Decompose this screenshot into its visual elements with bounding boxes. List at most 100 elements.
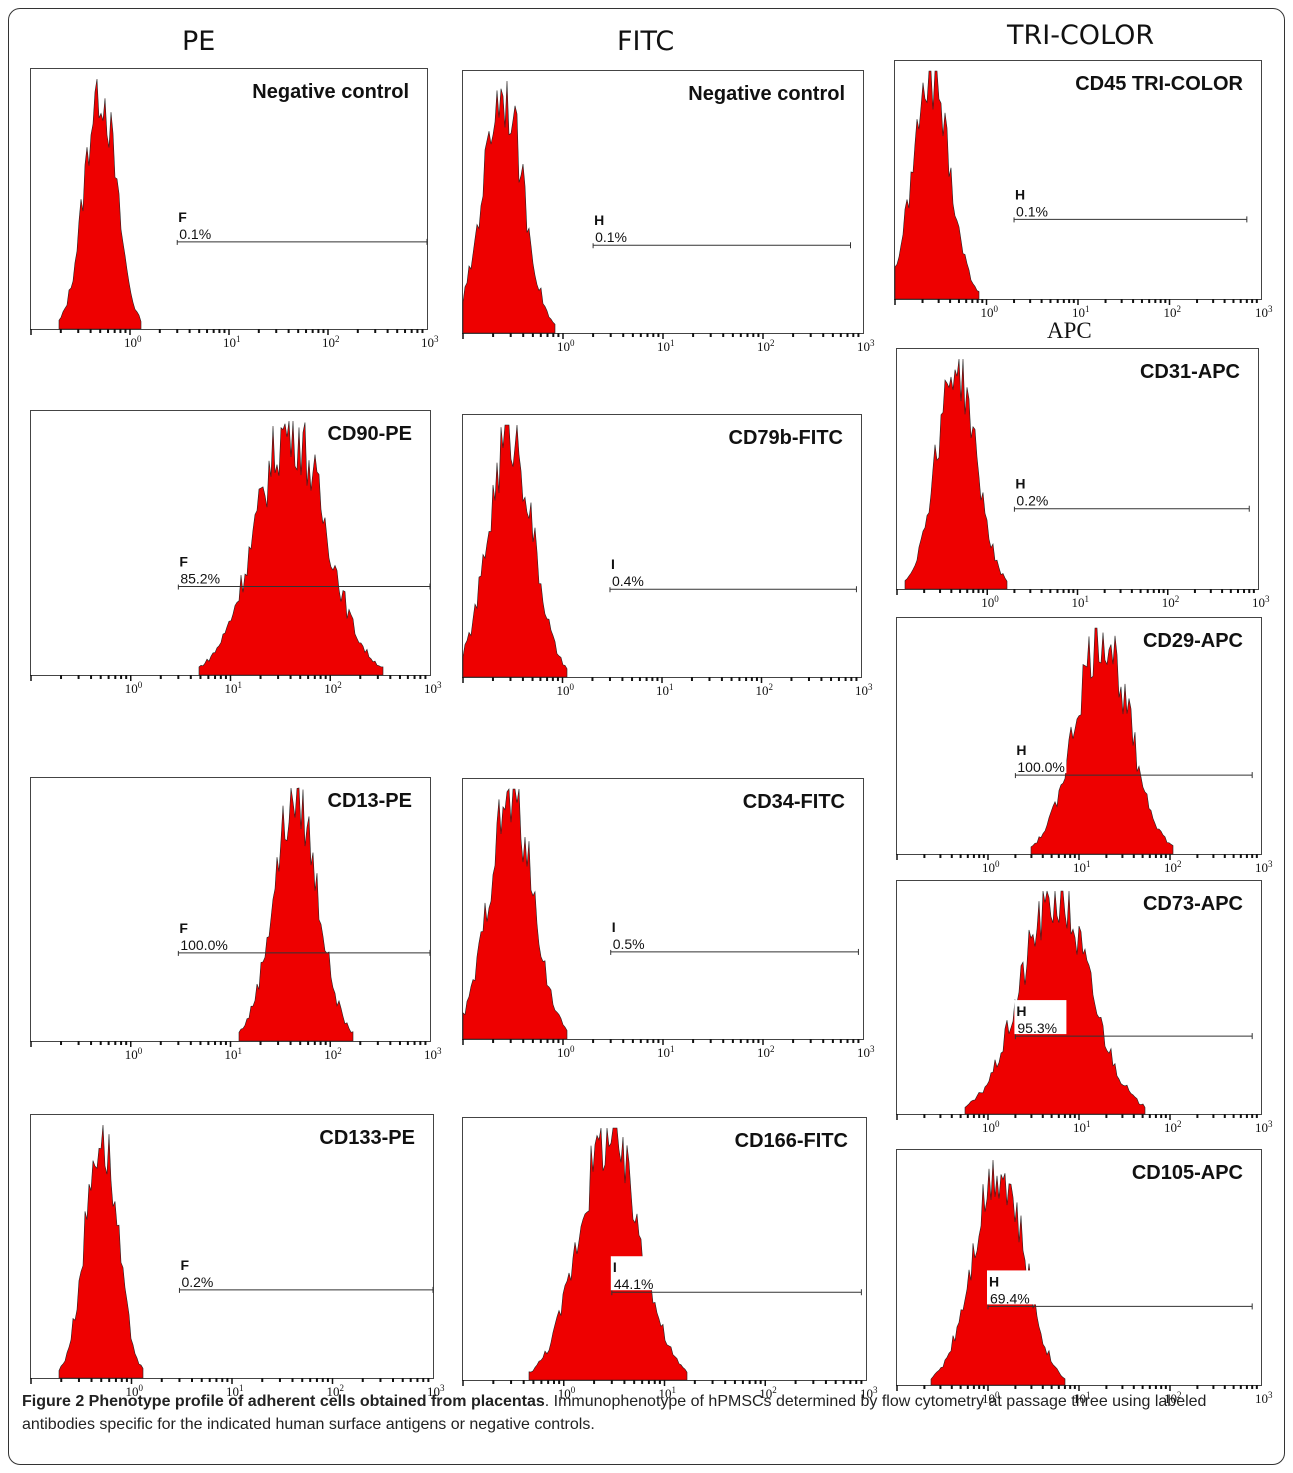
gate-percent: 44.1%: [614, 1276, 654, 1292]
histogram-area: [904, 358, 1008, 590]
panel-title: CD79b-FITC: [728, 427, 843, 449]
panel-title: CD90-PE: [327, 423, 412, 445]
panel-title: CD29-APC: [1142, 630, 1243, 652]
tick-label: 101: [1073, 1119, 1091, 1135]
panel-title: CD73-APC: [1142, 893, 1243, 915]
gate-label-bg: [1014, 739, 1067, 774]
histogram-area: [462, 424, 568, 678]
gate-percent: 69.4%: [990, 1290, 1030, 1306]
gate-label-bg: [1013, 472, 1066, 507]
histogram-panel: CD79b-FITC 100 101 102 103 I 0.4%: [462, 414, 873, 698]
panel-title: CD34-FITC: [742, 791, 845, 813]
tick-label: 101: [657, 338, 675, 354]
tick-label: 100: [557, 682, 575, 698]
panel-title: CD166-FITC: [734, 1130, 848, 1152]
tick-label: 102: [1164, 1119, 1182, 1135]
gate-label-bg: [609, 915, 662, 950]
tick-label: 102: [324, 1046, 342, 1062]
histogram-area: [1030, 627, 1174, 855]
gate-percent: 0.1%: [179, 226, 211, 242]
caption-text: . Immunophenotype of hPMSCs determined b…: [22, 1393, 1207, 1433]
gate-letter: F: [178, 209, 187, 225]
tick-label: 102: [1162, 594, 1180, 610]
gate-letter: I: [613, 1259, 617, 1275]
gate-letter: F: [180, 1257, 189, 1273]
histogram-area: [528, 1127, 688, 1381]
histogram-panel: CD13-PE 100 101 102 103 F 100.0%: [30, 777, 442, 1062]
histogram-area: [58, 1124, 144, 1379]
tick-label: 102: [757, 338, 775, 354]
column-header-tricolor: TRI-COLOR: [1007, 20, 1155, 51]
gate-label-bg: [176, 205, 229, 240]
tick-label: 102: [322, 334, 340, 350]
histogram-area: [238, 787, 354, 1042]
tick-label: 101: [657, 1044, 675, 1060]
gate-letter: H: [1015, 186, 1025, 202]
panel-title: Negative control: [688, 83, 845, 105]
gate-label-bg: [177, 550, 230, 585]
panel-title: CD133-PE: [319, 1127, 415, 1149]
gate-percent: 85.2%: [180, 571, 220, 587]
panel-title: Negative control: [252, 81, 409, 103]
gate-percent: 0.1%: [1016, 203, 1048, 219]
tick-label: 102: [756, 682, 774, 698]
caption-title: Figure 2 Phenotype profile of adherent c…: [22, 1393, 545, 1410]
column-header-pe: PE: [182, 26, 216, 57]
gate-letter: H: [1015, 476, 1025, 492]
gate-label-bg: [592, 209, 645, 244]
gate-percent: 0.4%: [612, 573, 644, 589]
gate-label-bg: [178, 1253, 231, 1288]
gate-letter: H: [1016, 1003, 1026, 1019]
histogram-panel: CD31-APC 100 101 102 103 H 0.2%: [896, 348, 1270, 610]
gate-label-bg: [1013, 183, 1066, 218]
tick-label: 101: [225, 1046, 243, 1062]
tick-label: 101: [1073, 859, 1091, 875]
histogram-panel: Negative control 100 101 102 103 H 0.1%: [462, 70, 875, 354]
gate-letter: I: [611, 556, 615, 572]
histogram-panel: CD73-APC 100 101 102 103 H 95.3%: [896, 880, 1273, 1135]
panel-title: CD105-APC: [1131, 1162, 1243, 1184]
tick-label: 101: [225, 680, 243, 696]
tick-label: 100: [557, 1044, 575, 1060]
tick-label: 101: [1072, 594, 1090, 610]
histogram-panel: CD105-APC 100 101 102 103 H 69.4%: [896, 1149, 1273, 1406]
gate-letter: H: [989, 1273, 999, 1289]
gate-label-bg: [1014, 1000, 1067, 1035]
gate-percent: 95.3%: [1017, 1020, 1057, 1036]
histogram-area: [894, 70, 980, 300]
gate-label-bg: [610, 1256, 663, 1291]
histogram-panel: CD133-PE 100 101 102 103 F 0.2%: [30, 1114, 445, 1399]
histogram-area: [58, 78, 142, 330]
histogram-panel: CD45 TRI-COLOR 100 101 102 103 H 0.1%: [894, 60, 1273, 320]
gate-percent: 100.0%: [1017, 759, 1064, 775]
gate-label-bg: [987, 1270, 1039, 1305]
tick-label: 101: [656, 682, 674, 698]
column-header-fitc: FITC: [617, 26, 675, 57]
gate-label-bg: [608, 553, 661, 588]
tick-label: 100: [981, 304, 999, 320]
figure-caption: Figure 2 Phenotype profile of adherent c…: [22, 1390, 1278, 1436]
tick-label: 101: [223, 334, 241, 350]
tick-label: 102: [1164, 859, 1182, 875]
figure-frame: [8, 8, 1285, 1465]
panel-title: CD31-APC: [1139, 361, 1240, 383]
gate-label-bg: [177, 916, 230, 951]
gate-percent: 0.5%: [613, 936, 645, 952]
tick-label: 100: [557, 338, 575, 354]
tick-label: 101: [1072, 304, 1090, 320]
gate-letter: F: [179, 554, 188, 570]
tick-label: 102: [1164, 304, 1182, 320]
gate-letter: H: [594, 212, 604, 228]
